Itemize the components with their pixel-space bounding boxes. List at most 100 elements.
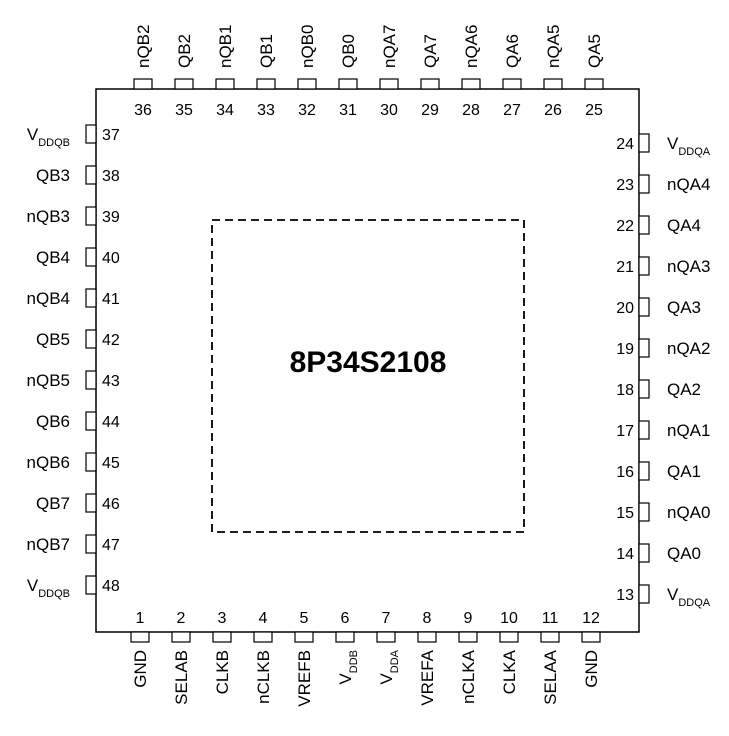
pin-name: nQB7: [27, 535, 70, 554]
pin-pad: [540, 631, 560, 643]
pin-name: VDDA: [377, 649, 401, 684]
pin-name: QB7: [36, 494, 70, 513]
pin-name: QA2: [667, 380, 701, 399]
pin-name: QA4: [667, 216, 701, 235]
pin-name: nQA7: [380, 25, 399, 68]
pin-14: 14 QA0: [616, 543, 701, 563]
pin-number: 38: [102, 168, 120, 185]
pin-number: 47: [102, 537, 120, 554]
pin-pad: [85, 493, 97, 513]
pin-name: nCLKA: [459, 649, 478, 704]
pin-pad: [638, 215, 650, 235]
pin-pad: [215, 78, 235, 90]
pin-name: nQB6: [27, 453, 70, 472]
pin-9: 9 nCLKA: [458, 610, 478, 704]
pin-19: 19 nQA2: [616, 338, 710, 358]
pin-5: 5 VREFB: [294, 610, 314, 707]
pin-pad: [174, 78, 194, 90]
pin-17: 17 nQA1: [616, 420, 710, 440]
pin-number: 1: [136, 610, 145, 627]
pin-name: nQB1: [216, 25, 235, 68]
pin-number: 46: [102, 496, 120, 513]
pin-number: 9: [464, 610, 473, 627]
pin-pad: [256, 78, 276, 90]
pin-number: 40: [102, 250, 120, 267]
pin-18: 18 QA2: [616, 379, 701, 399]
pin-pad: [171, 631, 191, 643]
pin-name: VDDQB: [27, 576, 70, 600]
pin-number: 11: [542, 610, 559, 627]
pin-name: nQA6: [462, 25, 481, 68]
pin-pad: [133, 78, 153, 90]
pin-pad: [376, 631, 396, 643]
pin-41: 41 nQB4: [27, 288, 120, 308]
pin-pad: [584, 78, 604, 90]
pin-number: 27: [503, 102, 521, 119]
pin-name: VDDQA: [667, 134, 711, 158]
pin-33: 33 QB1: [256, 34, 276, 119]
pin-40: 40 QB4: [36, 247, 120, 267]
pin-44: 44 QB6: [36, 411, 120, 431]
pin-1: 1 GND: [130, 610, 150, 688]
pin-number: 35: [175, 102, 193, 119]
pin-pad: [458, 631, 478, 643]
pin-number: 30: [380, 102, 398, 119]
pin-pad: [85, 452, 97, 472]
pin-pad: [85, 534, 97, 554]
pin-30: 30 nQA7: [379, 25, 399, 119]
pin-number: 16: [616, 464, 634, 481]
pin-pad: [130, 631, 150, 643]
pin-27: 27 QA6: [502, 34, 522, 119]
pin-3: 3 CLKB: [212, 610, 232, 694]
pin-pad: [85, 288, 97, 308]
pin-36: 36 nQB2: [133, 25, 153, 119]
pin-number: 15: [616, 505, 634, 522]
pin-47: 47 nQB7: [27, 534, 120, 554]
pin-name: SELAA: [541, 649, 560, 704]
pin-number: 43: [102, 373, 120, 390]
pin-number: 31: [339, 102, 357, 119]
pin-name: QB1: [257, 34, 276, 68]
pin-pad: [417, 631, 437, 643]
pin-number: 33: [257, 102, 275, 119]
pin-32: 32 nQB0: [297, 25, 317, 119]
pin-name: VREFA: [418, 649, 437, 705]
pin-pad: [638, 543, 650, 563]
pin-name: nQB5: [27, 371, 70, 390]
pin-10: 10 CLKA: [499, 610, 519, 694]
pin-number: 13: [616, 587, 634, 604]
pin-number: 10: [500, 610, 518, 627]
pin-name: QB4: [36, 248, 70, 267]
pin-pad: [499, 631, 519, 643]
pin-pad: [85, 247, 97, 267]
pin-26: 26 nQA5: [543, 25, 563, 119]
pin-name: QB6: [36, 412, 70, 431]
pin-pad: [335, 631, 355, 643]
pin-name: VREFB: [295, 650, 314, 707]
pin-22: 22 QA4: [616, 215, 701, 235]
pin-38: 38 QB3: [36, 165, 120, 185]
pin-name: QB2: [175, 34, 194, 68]
pin-pad: [638, 420, 650, 440]
pin-46: 46 QB7: [36, 493, 120, 513]
pin-name: VDDB: [336, 650, 360, 685]
pin-number: 18: [616, 382, 634, 399]
pin-name: nQA3: [667, 257, 710, 276]
pin-name: VDDQB: [27, 125, 70, 149]
pin-pad: [638, 584, 650, 604]
pin-pad: [502, 78, 522, 90]
pin-name: QA6: [503, 34, 522, 68]
pin-pad: [85, 411, 97, 431]
pin-number: 21: [616, 259, 634, 276]
pin-4: 4 nCLKB: [253, 610, 273, 704]
pin-pad: [638, 379, 650, 399]
pin-15: 15 nQA0: [616, 502, 710, 522]
pin-pad: [638, 297, 650, 317]
pin-number: 39: [102, 209, 120, 226]
pin-number: 29: [421, 102, 439, 119]
pin-name: QA3: [667, 298, 701, 317]
pin-16: 16 QA1: [616, 461, 701, 481]
pin-number: 14: [616, 546, 634, 563]
pin-number: 22: [616, 218, 634, 235]
